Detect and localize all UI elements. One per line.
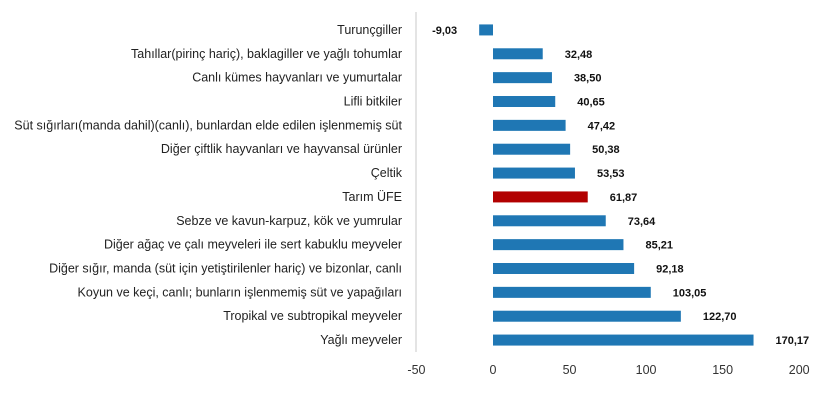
value-label: 103,05 bbox=[673, 287, 707, 299]
category-label: Diğer çiftlik hayvanları ve hayvansal ür… bbox=[161, 142, 402, 156]
category-label: Süt sığırları(manda dahil)(canlı), bunla… bbox=[14, 118, 402, 132]
x-tick-label: 150 bbox=[712, 363, 733, 377]
value-label: 92,18 bbox=[656, 264, 684, 276]
category-label: Koyun ve keçi, canlı; bunların işlenmemi… bbox=[78, 285, 402, 299]
category-label: Tropikal ve subtropikal meyveler bbox=[223, 309, 402, 323]
bar-2 bbox=[493, 72, 552, 84]
category-label: Yağlı meyveler bbox=[320, 333, 402, 347]
x-tick-label: 0 bbox=[490, 363, 497, 377]
bar-3 bbox=[493, 96, 556, 107]
category-label: Canlı kümes hayvanları ve yumurtalar bbox=[192, 71, 402, 85]
category-label: Çeltik bbox=[371, 166, 403, 180]
value-label: 50,38 bbox=[592, 144, 620, 156]
x-tick-label: -50 bbox=[407, 363, 425, 377]
value-label: 73,64 bbox=[628, 216, 656, 228]
category-label: Diğer sığır, manda (süt için yetiştirile… bbox=[49, 262, 402, 276]
category-label: Lifli bitkiler bbox=[344, 95, 402, 109]
value-label: 170,17 bbox=[776, 335, 810, 347]
value-label: 40,65 bbox=[577, 97, 605, 109]
bar-10 bbox=[493, 263, 635, 274]
bar-5 bbox=[493, 143, 571, 155]
bar-13 bbox=[493, 334, 754, 346]
bar-7 bbox=[493, 191, 588, 203]
value-label: 47,42 bbox=[588, 120, 616, 132]
x-tick-label: 50 bbox=[563, 363, 577, 377]
bar-11 bbox=[493, 286, 651, 298]
value-label: 122,70 bbox=[703, 311, 737, 323]
x-tick-label: 200 bbox=[789, 363, 810, 377]
value-label: -9,03 bbox=[432, 25, 457, 37]
bar-1 bbox=[493, 48, 543, 60]
x-tick-label: 100 bbox=[636, 363, 657, 377]
value-label: 53,53 bbox=[597, 168, 625, 180]
value-label: 61,87 bbox=[610, 192, 638, 204]
bar-4 bbox=[493, 119, 566, 131]
category-label: Tarım ÜFE bbox=[342, 190, 402, 204]
bar-0 bbox=[479, 24, 493, 36]
value-label: 32,48 bbox=[565, 49, 593, 61]
bar-9 bbox=[493, 239, 624, 251]
value-label: 38,50 bbox=[574, 73, 602, 85]
bar-12 bbox=[493, 310, 681, 322]
bar-8 bbox=[493, 215, 606, 227]
value-label: 85,21 bbox=[645, 240, 673, 252]
bar-6 bbox=[493, 167, 575, 179]
category-label: Turunçgiller bbox=[337, 23, 402, 37]
category-label: Tahıllar(pirinç hariç), baklagiller ve y… bbox=[131, 47, 402, 61]
category-label: Sebze ve kavun-karpuz, kök ve yumrular bbox=[176, 214, 402, 228]
category-label: Diğer ağaç ve çalı meyveleri ile sert ka… bbox=[104, 238, 402, 252]
